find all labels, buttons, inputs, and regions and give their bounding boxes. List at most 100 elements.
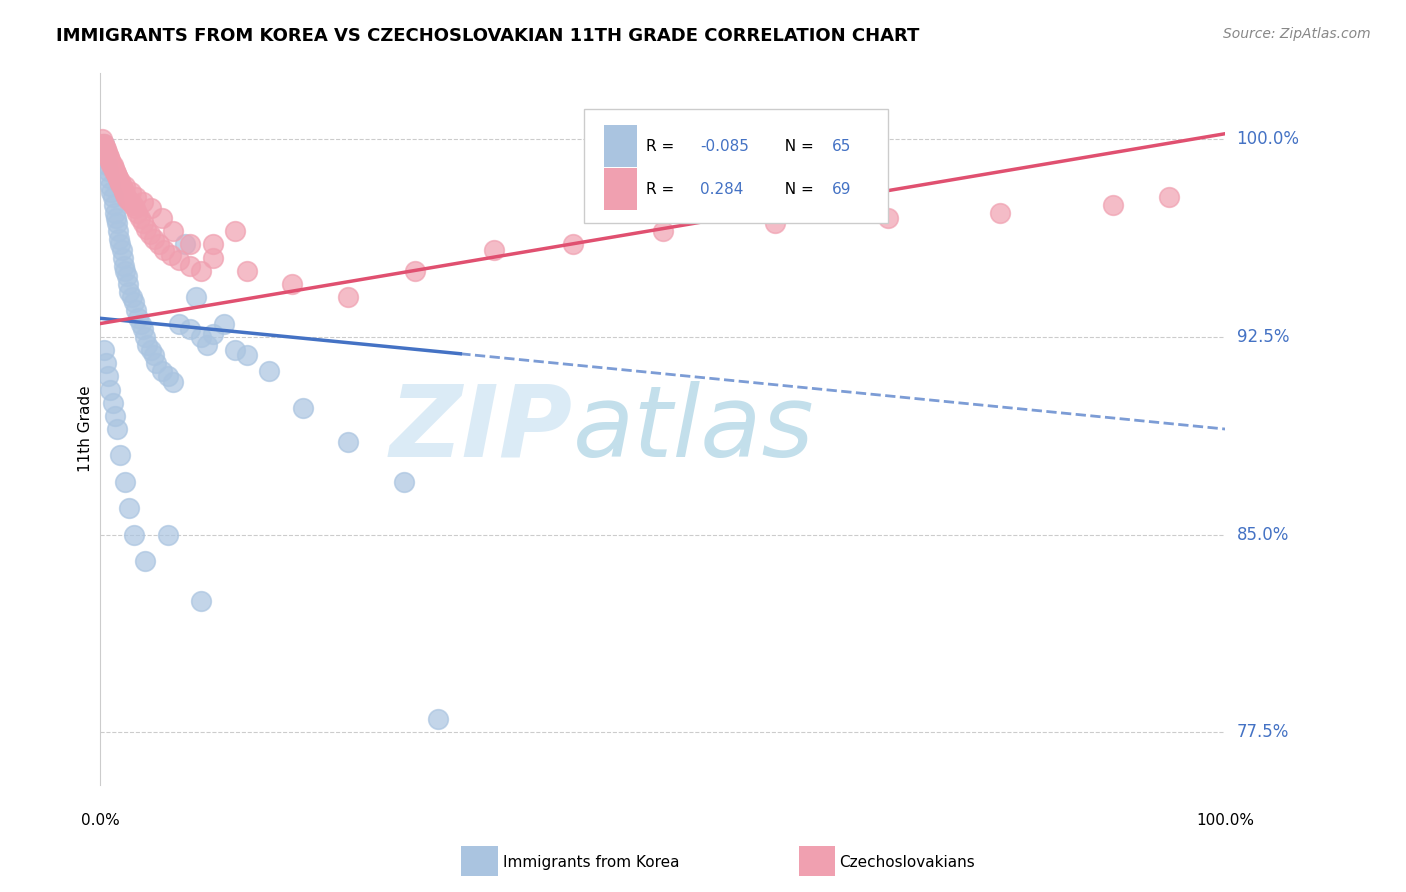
- Point: [104, 409, 127, 423]
- Point: [173, 237, 195, 252]
- Text: R =: R =: [645, 139, 679, 153]
- Point: [195, 337, 218, 351]
- Point: [110, 174, 132, 188]
- Point: [96, 145, 118, 160]
- Point: [990, 206, 1012, 220]
- Point: [257, 364, 280, 378]
- Point: [190, 264, 212, 278]
- Point: [103, 161, 125, 175]
- Point: [167, 317, 190, 331]
- Text: -0.085: -0.085: [700, 139, 749, 153]
- Text: 0.284: 0.284: [700, 182, 744, 196]
- Text: N =: N =: [775, 139, 820, 153]
- Point: [136, 337, 159, 351]
- Point: [100, 158, 122, 172]
- Point: [100, 155, 122, 169]
- Text: 92.5%: 92.5%: [1237, 327, 1289, 346]
- Point: [98, 171, 121, 186]
- Y-axis label: 11th Grade: 11th Grade: [79, 385, 93, 473]
- Point: [127, 311, 149, 326]
- Point: [114, 264, 136, 278]
- Point: [93, 343, 115, 357]
- Point: [91, 132, 114, 146]
- Point: [162, 224, 184, 238]
- Point: [114, 187, 136, 202]
- Point: [134, 330, 156, 344]
- Point: [105, 216, 128, 230]
- Point: [1159, 190, 1181, 204]
- Point: [135, 221, 157, 235]
- Point: [179, 237, 201, 252]
- Point: [104, 166, 127, 180]
- Text: N =: N =: [775, 182, 820, 196]
- Point: [482, 243, 505, 257]
- Point: [201, 327, 224, 342]
- Point: [94, 143, 117, 157]
- Point: [224, 224, 246, 238]
- Text: atlas: atlas: [572, 381, 814, 477]
- Text: ZIP: ZIP: [389, 381, 572, 477]
- Point: [108, 232, 131, 246]
- FancyBboxPatch shape: [583, 109, 889, 222]
- Point: [103, 198, 125, 212]
- Point: [404, 264, 426, 278]
- Point: [143, 348, 166, 362]
- Point: [132, 195, 155, 210]
- Point: [127, 206, 149, 220]
- Point: [94, 145, 117, 160]
- Point: [98, 153, 121, 167]
- Point: [201, 251, 224, 265]
- Text: 65: 65: [832, 139, 851, 153]
- Point: [877, 211, 900, 225]
- Point: [212, 317, 235, 331]
- Point: [120, 185, 142, 199]
- FancyBboxPatch shape: [605, 168, 637, 210]
- Point: [561, 237, 583, 252]
- Point: [98, 153, 121, 167]
- Point: [107, 224, 129, 238]
- Text: IMMIGRANTS FROM KOREA VS CZECHOSLOVAKIAN 11TH GRADE CORRELATION CHART: IMMIGRANTS FROM KOREA VS CZECHOSLOVAKIAN…: [56, 27, 920, 45]
- Point: [110, 449, 132, 463]
- Point: [150, 364, 173, 378]
- Point: [96, 147, 118, 161]
- Point: [190, 330, 212, 344]
- Point: [98, 383, 121, 397]
- Text: 77.5%: 77.5%: [1237, 723, 1289, 741]
- Point: [100, 185, 122, 199]
- Point: [134, 554, 156, 568]
- Point: [94, 356, 117, 370]
- Point: [91, 137, 114, 152]
- Point: [120, 195, 142, 210]
- Point: [426, 712, 449, 726]
- Point: [132, 322, 155, 336]
- Point: [93, 143, 115, 157]
- Point: [115, 190, 138, 204]
- Text: Source: ZipAtlas.com: Source: ZipAtlas.com: [1223, 27, 1371, 41]
- Point: [156, 369, 179, 384]
- Point: [201, 237, 224, 252]
- Point: [184, 290, 207, 304]
- Point: [98, 150, 121, 164]
- Point: [153, 243, 176, 257]
- Point: [104, 206, 127, 220]
- Point: [121, 290, 143, 304]
- Text: 0.0%: 0.0%: [80, 813, 120, 828]
- Point: [93, 140, 115, 154]
- Point: [291, 401, 314, 415]
- Point: [145, 356, 167, 370]
- Point: [143, 232, 166, 246]
- Point: [118, 285, 141, 299]
- Point: [224, 343, 246, 357]
- Point: [97, 147, 120, 161]
- Point: [114, 475, 136, 489]
- Point: [148, 237, 170, 252]
- Point: [122, 295, 145, 310]
- Point: [156, 527, 179, 541]
- Point: [110, 179, 132, 194]
- Point: [93, 137, 115, 152]
- Point: [110, 243, 132, 257]
- FancyBboxPatch shape: [605, 125, 637, 167]
- Point: [108, 174, 131, 188]
- Point: [112, 185, 135, 199]
- Point: [117, 193, 139, 207]
